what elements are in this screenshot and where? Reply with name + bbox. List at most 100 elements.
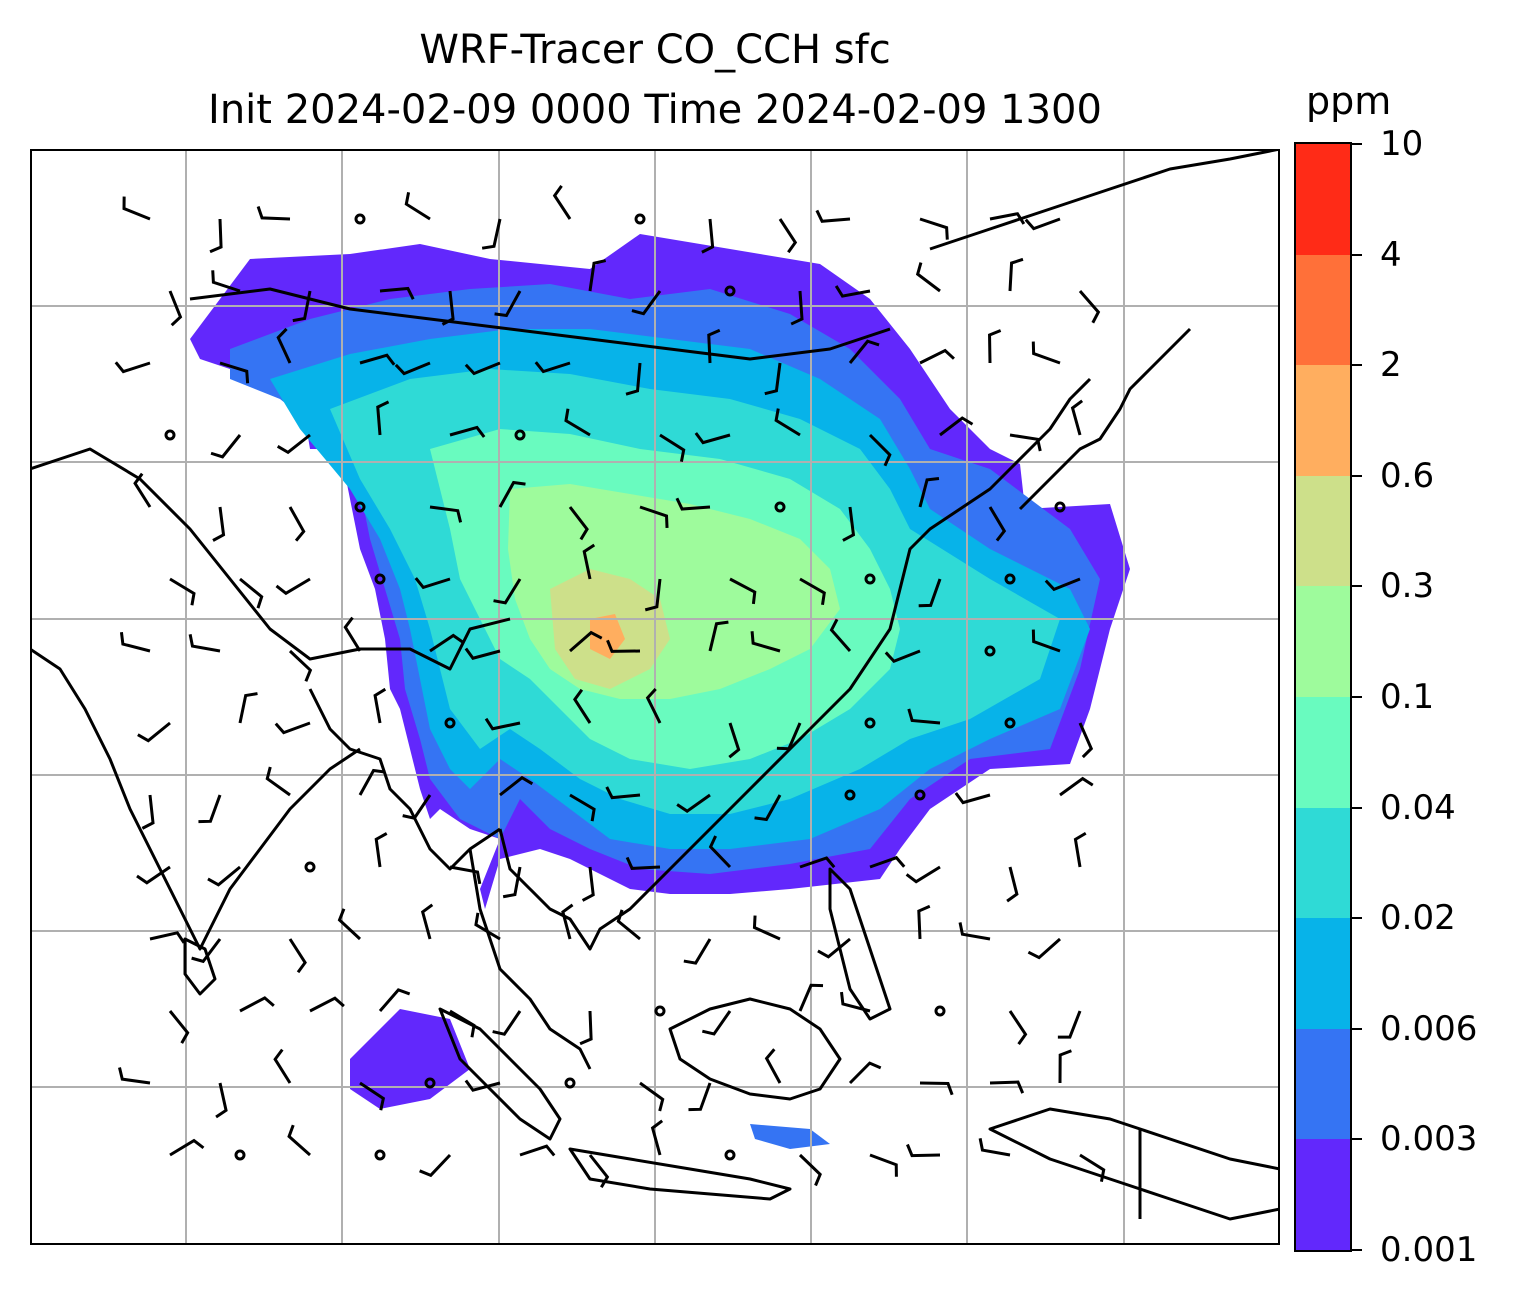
wind-barb <box>869 1153 898 1177</box>
coastlines <box>30 149 1280 1221</box>
colorbar-segment <box>1296 586 1350 698</box>
calm-wind-marker <box>984 645 996 657</box>
wind-barb <box>464 361 501 376</box>
calm-wind-marker <box>864 717 876 729</box>
wind-barb <box>502 866 522 899</box>
wind-barb <box>778 218 798 254</box>
wind-barb <box>492 1010 522 1036</box>
colorbar-segment <box>1296 1028 1350 1140</box>
map-frame <box>30 149 1280 1245</box>
calm-wind-marker <box>724 1149 736 1161</box>
wind-barb <box>198 794 222 824</box>
wind-barb <box>564 408 591 437</box>
wind-barb <box>915 262 941 293</box>
colorbar-segment <box>1296 1139 1350 1250</box>
mongolia-border <box>189 287 891 361</box>
wind-barb <box>376 400 390 436</box>
wind-barb <box>701 218 715 254</box>
wind-barb <box>568 506 589 541</box>
wind-barb <box>122 196 151 221</box>
wind-barb <box>1073 831 1087 868</box>
wind-barb <box>829 618 852 652</box>
wind-barb <box>606 639 641 653</box>
wind-barb <box>752 915 781 941</box>
concentration-region-south <box>350 1009 470 1109</box>
wind-barb <box>118 1067 151 1085</box>
colorbar-tick <box>1352 806 1362 809</box>
colorbar-tick-label: 0.02 <box>1380 898 1456 939</box>
wind-barb <box>954 792 991 805</box>
wind-barb <box>675 497 711 511</box>
wind-barb <box>169 577 196 606</box>
gridlines <box>30 149 1280 1245</box>
wind-barb <box>989 212 1026 225</box>
wind-barb <box>605 786 641 800</box>
wind-barb <box>616 909 641 941</box>
borneo <box>668 997 842 1101</box>
wind-barb <box>799 856 836 869</box>
wind-barb <box>848 1061 882 1085</box>
wind-barb <box>275 577 311 596</box>
calm-wind-marker <box>444 717 456 729</box>
colorbar-tick <box>1352 474 1362 477</box>
wind-barb <box>776 722 802 751</box>
indochina-coast <box>498 727 812 951</box>
wind-barb <box>708 835 732 869</box>
map-panel <box>30 149 1280 1245</box>
wind-barb <box>798 983 824 1012</box>
wind-barb <box>464 647 501 660</box>
calm-wind-marker <box>774 501 786 513</box>
wind-barbs <box>114 184 1106 1189</box>
calm-wind-marker <box>164 429 176 441</box>
colorbar-tick-label: 0.006 <box>1380 1008 1478 1049</box>
wind-barb <box>256 206 291 221</box>
wind-barb <box>215 1082 228 1119</box>
wind-barb <box>207 865 241 887</box>
wind-barb <box>639 505 669 529</box>
colorbar-tick-label: 10 <box>1380 124 1424 164</box>
calm-wind-marker <box>1054 501 1066 513</box>
wind-barb <box>754 794 782 822</box>
wind-barb <box>188 634 221 653</box>
wind-barb <box>1027 937 1061 960</box>
wind-barb <box>958 922 991 941</box>
wind-barb <box>309 996 345 1013</box>
colorbar-tick <box>1352 917 1362 920</box>
map-title: WRF-Tracer CO_CCH sfc <box>419 27 891 73</box>
java <box>568 1147 792 1201</box>
wind-barb <box>133 472 152 508</box>
wind-barb <box>683 938 712 965</box>
wind-barb <box>238 692 258 724</box>
calm-wind-marker <box>564 1077 576 1089</box>
colorbar-tick-label: 0.1 <box>1380 677 1435 717</box>
wind-barb <box>573 688 592 724</box>
wind-barb <box>402 794 432 820</box>
wind-barb <box>978 1138 1011 1157</box>
calm-wind-marker <box>374 573 386 585</box>
wind-barb <box>798 1153 822 1187</box>
wind-barb <box>1031 341 1061 365</box>
wind-barb <box>210 434 242 459</box>
wind-barb <box>288 938 307 974</box>
wind-barb <box>644 578 662 612</box>
wind-barb <box>149 931 186 944</box>
wind-barb <box>141 794 155 830</box>
wind-barb <box>869 855 906 869</box>
wind-barb <box>494 290 522 318</box>
wind-barb <box>209 218 223 254</box>
concentration-region-orange <box>590 614 625 659</box>
malay-peninsula <box>468 848 592 1070</box>
wind-barb <box>764 1048 782 1084</box>
wind-barb <box>1059 776 1094 797</box>
wind-barb <box>534 361 571 374</box>
wind-barb <box>373 687 387 724</box>
wind-barb <box>274 721 311 735</box>
wind-barb <box>474 912 501 941</box>
wind-barb <box>815 209 851 223</box>
wind-barb <box>499 775 534 797</box>
wind-barb <box>292 290 312 323</box>
wind-barb <box>799 577 826 606</box>
russia-coast <box>929 149 1280 251</box>
wind-barb <box>378 988 411 1012</box>
wind-barb <box>414 577 451 590</box>
